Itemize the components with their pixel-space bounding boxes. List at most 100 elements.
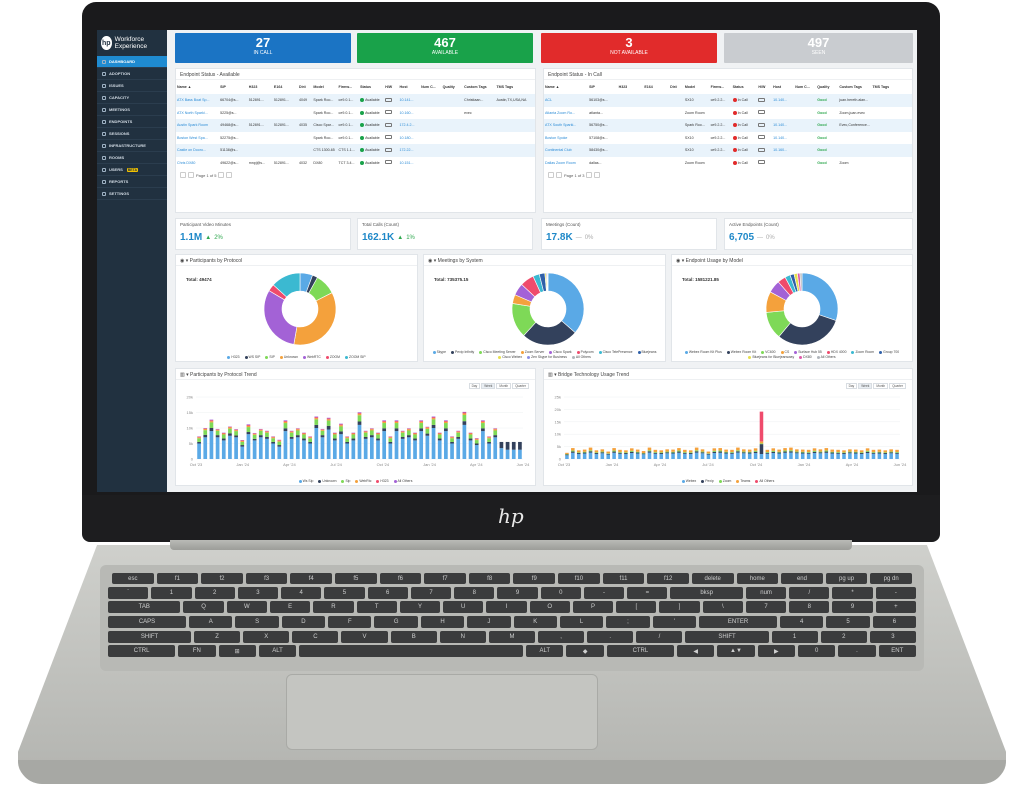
bar-segment[interactable] bbox=[795, 451, 799, 453]
bar-segment[interactable] bbox=[865, 450, 870, 452]
bar-segment[interactable] bbox=[771, 453, 776, 459]
bar-segment[interactable] bbox=[812, 450, 817, 452]
bar-segment[interactable] bbox=[677, 451, 681, 453]
bar-segment[interactable] bbox=[450, 441, 454, 444]
bar-segment[interactable] bbox=[437, 433, 442, 435]
bar-segment[interactable] bbox=[742, 451, 746, 453]
pie-slice-webrtc[interactable] bbox=[263, 290, 298, 345]
bar-segment[interactable] bbox=[571, 448, 575, 451]
bar-segment[interactable] bbox=[265, 431, 269, 433]
bar-segment[interactable] bbox=[221, 434, 226, 439]
column-header[interactable]: Host bbox=[773, 85, 782, 89]
bar-segment[interactable] bbox=[234, 435, 238, 438]
bar-segment[interactable] bbox=[518, 441, 522, 450]
bar-segment[interactable] bbox=[413, 434, 417, 439]
bar-segment[interactable] bbox=[456, 438, 461, 459]
bar-segment[interactable] bbox=[221, 438, 226, 441]
bar-segment[interactable] bbox=[771, 448, 776, 451]
bar-segment[interactable] bbox=[444, 421, 448, 424]
bar-segment[interactable] bbox=[836, 452, 840, 454]
bar-segment[interactable] bbox=[407, 435, 411, 438]
bar-segment[interactable] bbox=[394, 420, 399, 421]
bar-segment[interactable] bbox=[197, 438, 201, 442]
bar-segment[interactable] bbox=[683, 452, 687, 454]
last-page-button[interactable] bbox=[594, 172, 601, 178]
bar-segment[interactable] bbox=[209, 422, 214, 428]
endpoint-name-link[interactable]: Chris DX80 bbox=[177, 160, 196, 165]
bar-segment[interactable] bbox=[246, 427, 251, 433]
chart-menu-icon[interactable]: ◉ ▾ bbox=[428, 258, 438, 264]
bar-segment[interactable] bbox=[258, 429, 263, 431]
bar-segment[interactable] bbox=[588, 452, 593, 459]
bar-segment[interactable] bbox=[659, 452, 664, 454]
bar-segment[interactable] bbox=[706, 453, 711, 455]
bar-segment[interactable] bbox=[363, 431, 368, 432]
bar-segment[interactable] bbox=[487, 438, 491, 442]
legend-item[interactable]: Group 700 bbox=[879, 350, 899, 354]
bar-segment[interactable] bbox=[215, 430, 220, 436]
bar-segment[interactable] bbox=[765, 452, 770, 454]
bar-segment[interactable] bbox=[854, 453, 858, 459]
bar-segment[interactable] bbox=[252, 438, 257, 441]
brand[interactable]: hp Workforce Experience bbox=[97, 30, 167, 56]
legend-item[interactable]: CS bbox=[780, 350, 789, 354]
legend-item[interactable]: VC600 bbox=[761, 350, 776, 354]
bar-segment[interactable] bbox=[431, 428, 436, 459]
bar-segment[interactable] bbox=[228, 433, 232, 436]
legend-item[interactable]: WebRTC bbox=[303, 355, 321, 359]
legend-item[interactable]: WS SIP bbox=[244, 355, 260, 359]
bar-segment[interactable] bbox=[357, 413, 362, 416]
bar-segment[interactable] bbox=[800, 451, 805, 453]
bar-segment[interactable] bbox=[635, 451, 640, 453]
bar-segment[interactable] bbox=[493, 435, 498, 438]
bar-segment[interactable] bbox=[859, 452, 864, 454]
bar-segment[interactable] bbox=[848, 449, 852, 452]
endpoint-name-link[interactable]: Boston West Spa... bbox=[177, 135, 208, 140]
bar-segment[interactable] bbox=[871, 449, 876, 453]
sidebar-item-settings[interactable]: SETTINGS bbox=[97, 188, 167, 200]
bar-segment[interactable] bbox=[594, 453, 599, 455]
bar-segment[interactable] bbox=[209, 419, 214, 421]
bar-segment[interactable] bbox=[612, 452, 616, 459]
bar-segment[interactable] bbox=[671, 449, 675, 452]
bar-segment[interactable] bbox=[320, 429, 325, 430]
bar-segment[interactable] bbox=[830, 449, 834, 452]
bar-segment[interactable] bbox=[505, 441, 510, 450]
bar-segment[interactable] bbox=[688, 452, 693, 454]
bar-segment[interactable] bbox=[683, 453, 687, 459]
sidebar-item-users[interactable]: USERS BETA bbox=[97, 164, 167, 176]
bar-segment[interactable] bbox=[357, 415, 362, 422]
bar-segment[interactable] bbox=[289, 432, 294, 437]
bar-segment[interactable] bbox=[677, 450, 681, 452]
bar-segment[interactable] bbox=[382, 423, 387, 429]
bar-segment[interactable] bbox=[339, 434, 343, 459]
bar-segment[interactable] bbox=[400, 431, 405, 432]
bar-segment[interactable] bbox=[376, 434, 380, 439]
bar-segment[interactable] bbox=[724, 453, 728, 459]
column-header[interactable]: Quality bbox=[817, 85, 830, 89]
legend-item[interactable]: Cisco TelePresence bbox=[598, 350, 633, 354]
bar-segment[interactable] bbox=[456, 432, 461, 437]
legend-item[interactable]: Unknown bbox=[279, 355, 298, 359]
bar-segment[interactable] bbox=[659, 454, 664, 459]
bar-segment[interactable] bbox=[456, 436, 461, 439]
bar-segment[interactable] bbox=[258, 435, 263, 438]
bar-segment[interactable] bbox=[747, 449, 752, 452]
bar-segment[interactable] bbox=[203, 428, 208, 431]
bar-segment[interactable] bbox=[308, 436, 312, 438]
legend-item[interactable]: Zen Skype for Business bbox=[527, 355, 567, 359]
bar-segment[interactable] bbox=[382, 428, 387, 432]
legend-item[interactable]: All Others bbox=[755, 479, 774, 483]
bar-segment[interactable] bbox=[818, 451, 823, 453]
bar-segment[interactable] bbox=[848, 453, 852, 459]
bar-segment[interactable] bbox=[582, 453, 587, 459]
bar-segment[interactable] bbox=[824, 448, 829, 451]
bar-segment[interactable] bbox=[647, 451, 652, 453]
bar-segment[interactable] bbox=[641, 451, 646, 454]
bar-segment[interactable] bbox=[258, 429, 263, 430]
bar-segment[interactable] bbox=[877, 451, 882, 453]
bar-segment[interactable] bbox=[400, 431, 405, 433]
table-row[interactable]: Austin Spark Room 49468@s... 512891... 5128… bbox=[176, 119, 535, 132]
pie-slice-zoom-sip[interactable] bbox=[272, 272, 301, 298]
bar-segment[interactable] bbox=[895, 449, 899, 453]
